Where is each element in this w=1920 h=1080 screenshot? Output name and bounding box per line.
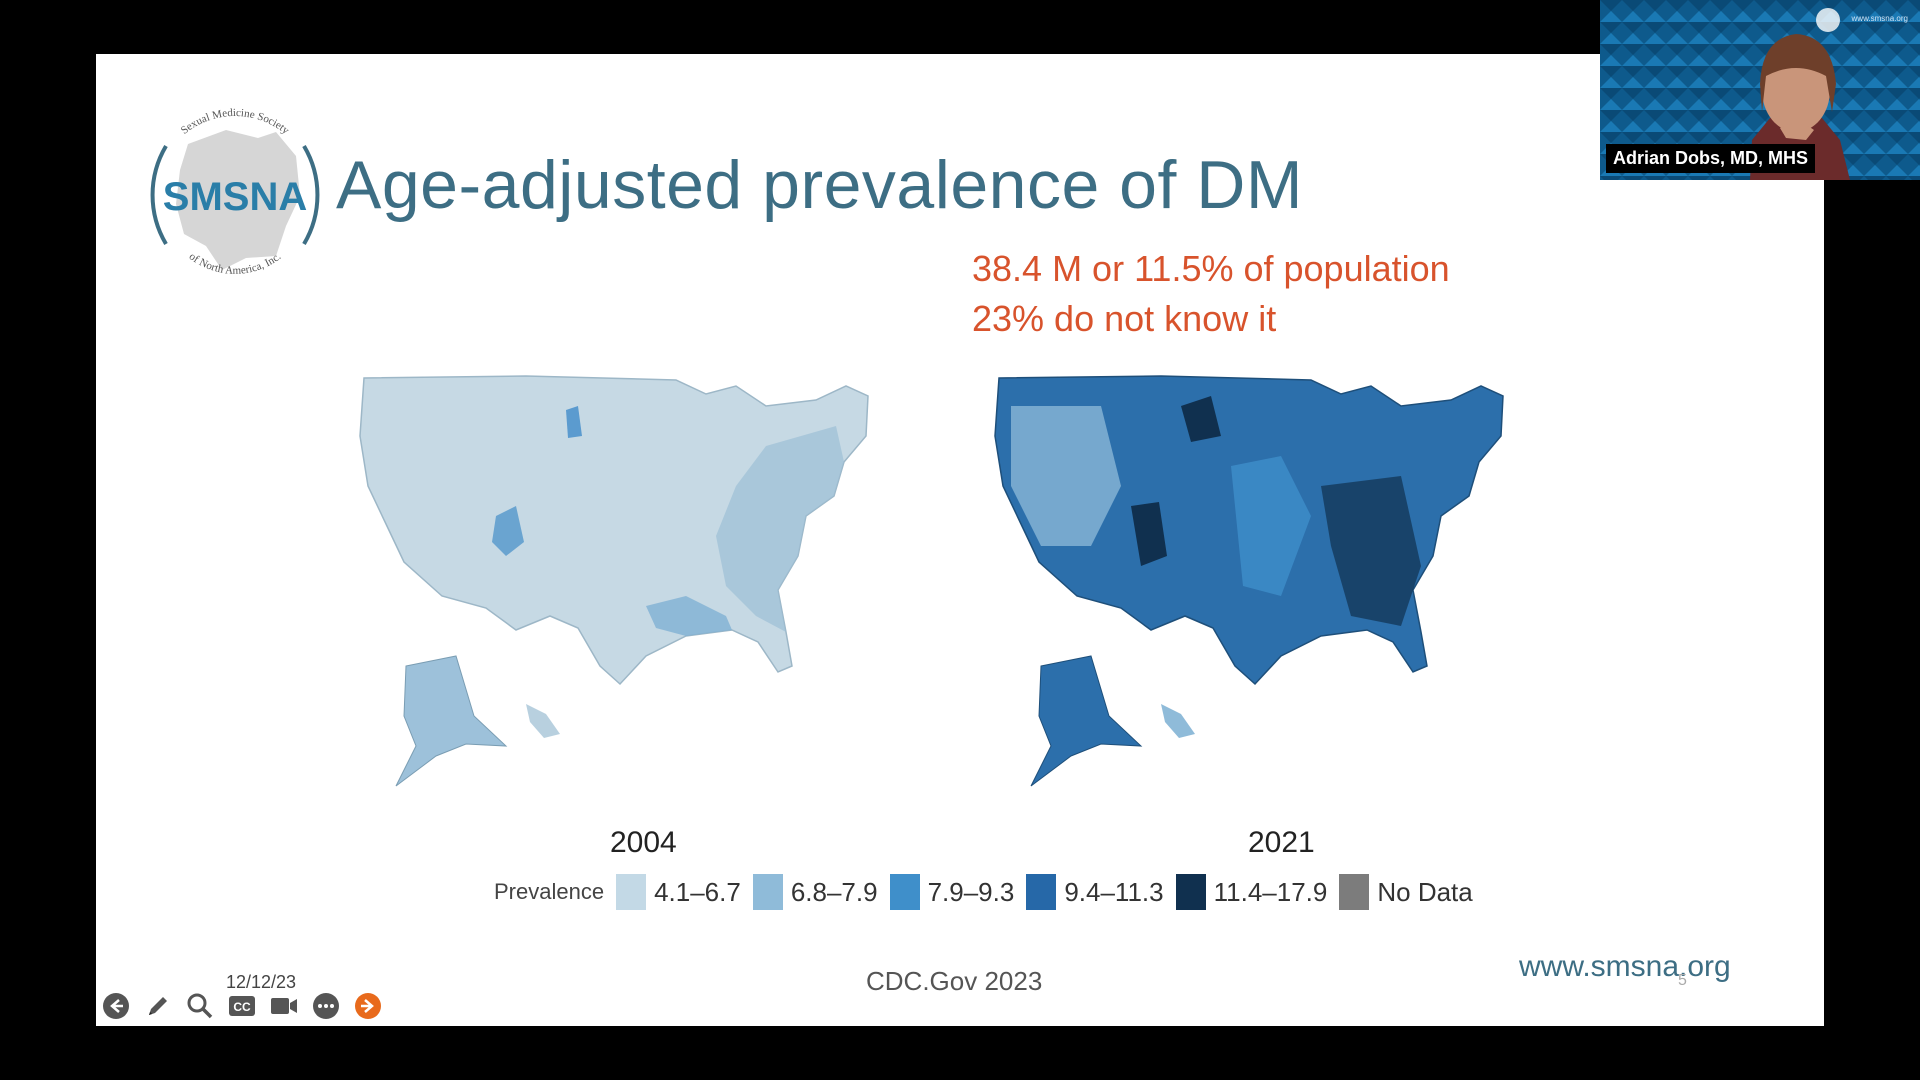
legend-item: No Data bbox=[1339, 874, 1473, 910]
north-america-shape bbox=[176, 130, 300, 270]
slide-title: Age-adjusted prevalence of DM bbox=[336, 147, 1304, 223]
legend-item: 9.4–11.3 bbox=[1026, 874, 1164, 910]
back-button[interactable] bbox=[100, 990, 132, 1022]
map-year-2004: 2004 bbox=[610, 826, 677, 859]
legend-swatch bbox=[1339, 874, 1370, 910]
page-number: 5 bbox=[1678, 972, 1687, 989]
legend-item-label: 6.8–7.9 bbox=[790, 876, 878, 907]
legend-swatch bbox=[1175, 874, 1206, 910]
legend-swatch bbox=[616, 874, 647, 910]
legend-item: 4.1–6.7 bbox=[616, 874, 741, 910]
smsna-badge-icon bbox=[1816, 8, 1840, 32]
source-citation: CDC.Gov 2023 bbox=[866, 966, 1043, 996]
presentation-slide: Sexual Medicine Society of North America… bbox=[96, 54, 1824, 1026]
legend-swatch bbox=[752, 874, 783, 910]
smsna-logo: Sexual Medicine Society of North America… bbox=[150, 107, 320, 277]
legend-item-label: 7.9–9.3 bbox=[927, 876, 1015, 907]
stat-unaware: 23% do not know it bbox=[972, 298, 1277, 339]
legend-item-label: 9.4–11.3 bbox=[1064, 876, 1164, 907]
participant-name-label: Adrian Dobs, MD, MHS bbox=[1606, 144, 1816, 173]
website-url: www.smsna.org bbox=[1519, 950, 1731, 983]
legend-swatch bbox=[889, 874, 920, 910]
legend-title: Prevalence bbox=[494, 879, 605, 904]
back-icon bbox=[103, 993, 129, 1019]
svg-text:SMSNA: SMSNA bbox=[163, 175, 307, 219]
webcam-feed: www.smsna.org Adrian Dobs, MD, MHS bbox=[1600, 0, 1920, 180]
captions-button[interactable]: CC bbox=[226, 990, 258, 1022]
camera-button[interactable] bbox=[268, 990, 300, 1022]
alaska-2021 bbox=[1030, 655, 1143, 787]
legend-item: 7.9–9.3 bbox=[889, 874, 1015, 910]
search-icon bbox=[187, 993, 213, 1019]
captions-icon: CC bbox=[229, 996, 255, 1016]
pen-button[interactable] bbox=[142, 990, 174, 1022]
hawaii-2004 bbox=[526, 704, 560, 738]
more-options-button[interactable] bbox=[310, 990, 342, 1022]
legend-item: 11.4–17.9 bbox=[1175, 874, 1328, 910]
pen-icon bbox=[149, 997, 167, 1015]
presentation-toolbar: CC bbox=[100, 990, 394, 1022]
legend-item-label: No Data bbox=[1377, 876, 1473, 907]
alaska-2004 bbox=[395, 655, 508, 787]
us-map-2021 bbox=[994, 375, 1504, 787]
contiguous-us-2021 bbox=[994, 375, 1504, 686]
stat-population: 38.4 M or 11.5% of population bbox=[972, 248, 1450, 289]
map-year-2021: 2021 bbox=[1248, 826, 1315, 859]
svg-text:CC: CC bbox=[233, 1000, 251, 1014]
webcam-background-url: www.smsna.org bbox=[1851, 14, 1908, 23]
camera-icon bbox=[271, 998, 297, 1014]
hawaii-2021 bbox=[1161, 704, 1195, 738]
slide-date: 12/12/23 bbox=[226, 972, 297, 992]
next-icon bbox=[355, 993, 381, 1019]
legend-item: 6.8–7.9 bbox=[752, 874, 878, 910]
prevalence-legend: Prevalence 4.1–6.7 6.8–7.9 7.9–9.3 9.4–1… bbox=[494, 874, 1485, 910]
legend-item-label: 11.4–17.9 bbox=[1213, 876, 1328, 907]
more-icon bbox=[313, 993, 339, 1019]
us-map-2004 bbox=[359, 375, 869, 787]
legend-swatch bbox=[1026, 874, 1057, 910]
contiguous-us-2004 bbox=[359, 375, 869, 686]
next-button[interactable] bbox=[352, 990, 384, 1022]
legend-item-label: 4.1–6.7 bbox=[654, 876, 741, 907]
zoom-button[interactable] bbox=[184, 990, 216, 1022]
